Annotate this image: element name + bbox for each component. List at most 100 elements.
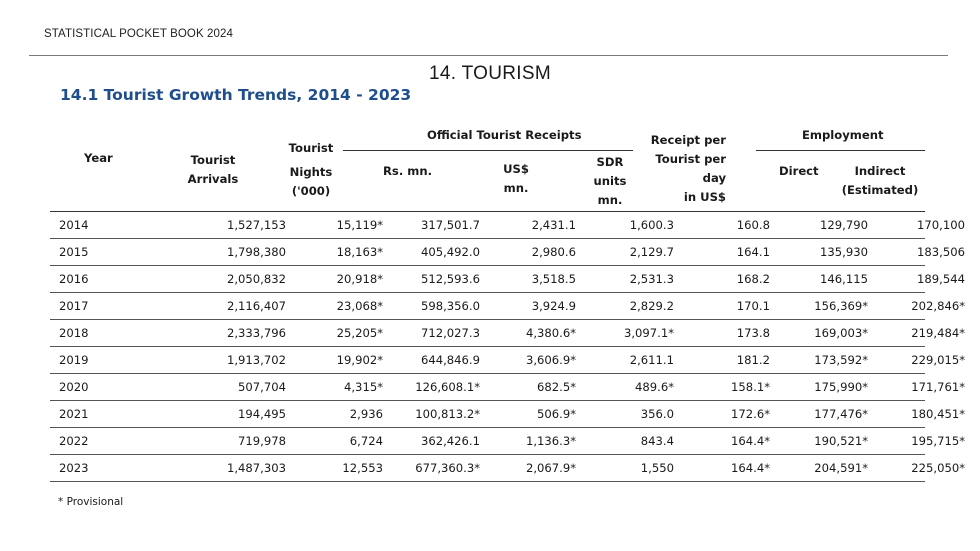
- cell-usd: 4,380.6*: [525, 326, 576, 340]
- col-header-sdr-line1: SDR: [596, 155, 624, 169]
- cell-per-day: 164.1: [736, 245, 770, 259]
- col-header-arrivals-line2: Arrivals: [187, 172, 239, 186]
- table-row: 2018 2,333,796 25,205* 712,027.3 4,380.6* 3,0…: [50, 320, 965, 347]
- cell-year: 2022: [59, 434, 89, 448]
- cell-indirect: 171,761*: [911, 380, 965, 394]
- row-divider: [50, 373, 925, 374]
- cell-rs: 677,360.3*: [415, 461, 480, 475]
- cell-per-day: 158.1*: [731, 380, 770, 394]
- col-header-arrivals: Tourist Arrivals: [186, 151, 240, 189]
- cell-sdr: 489.6*: [635, 380, 674, 394]
- employment-underline: [756, 150, 925, 151]
- row-divider: [50, 265, 925, 266]
- cell-arrivals: 2,116,407: [226, 299, 286, 313]
- cell-rs: 598,356.0: [420, 299, 480, 313]
- cell-per-day: 170.1: [736, 299, 770, 313]
- cell-indirect: 229,015*: [911, 353, 965, 367]
- col-header-receipt-line4: in US$: [683, 190, 726, 204]
- header-bottom-rule: [50, 211, 925, 212]
- cell-direct: 156,369*: [814, 299, 868, 313]
- table-row: 2014 1,527,153 15,119* 317,501.7 2,431.1 1,60…: [50, 212, 965, 239]
- col-header-indirect: Indirect (Estimated): [840, 162, 920, 200]
- row-divider: [50, 400, 925, 401]
- cell-usd: 2,431.1: [531, 218, 576, 232]
- col-header-sdr-line3: mn.: [597, 193, 623, 207]
- col-header-nights-line2: Nights: [289, 165, 333, 179]
- cell-per-day: 164.4*: [731, 434, 770, 448]
- cell-per-day: 173.8: [736, 326, 770, 340]
- row-divider: [50, 481, 925, 482]
- cell-rs: 405,492.0: [420, 245, 480, 259]
- group-header-official-receipts: Official Tourist Receipts: [427, 128, 582, 142]
- cell-usd: 682.5*: [537, 380, 576, 394]
- cell-direct: 146,115: [820, 272, 868, 286]
- cell-rs: 317,501.7: [420, 218, 480, 232]
- cell-indirect: 180,451*: [911, 407, 965, 421]
- col-header-rs: Rs. mn.: [383, 164, 433, 178]
- cell-sdr: 356.0: [640, 407, 674, 421]
- table-row: 2023 1,487,303 12,553 677,360.3* 2,067.9* 1,5…: [50, 455, 965, 482]
- cell-year: 2021: [59, 407, 89, 421]
- section-title: 14.1 Tourist Growth Trends, 2014 - 2023: [60, 86, 412, 104]
- row-divider: [50, 454, 925, 455]
- cell-arrivals: 1,798,380: [226, 245, 286, 259]
- cell-sdr: 2,531.3: [629, 272, 674, 286]
- cell-direct: 190,521*: [814, 434, 868, 448]
- cell-sdr: 2,129.7: [629, 245, 674, 259]
- row-divider: [50, 427, 925, 428]
- table-row: 2019 1,913,702 19,902* 644,846.9 3,606.9* 2,6…: [50, 347, 965, 374]
- table-row: 2022 719,978 6,724 362,426.1 1,136.3* 843.4 16…: [50, 428, 965, 455]
- cell-nights: 18,163*: [336, 245, 383, 259]
- cell-year: 2018: [59, 326, 89, 340]
- cell-indirect: 219,484*: [911, 326, 965, 340]
- cell-arrivals: 507,704: [238, 380, 286, 394]
- cell-sdr: 1,600.3: [629, 218, 674, 232]
- cell-per-day: 160.8: [736, 218, 770, 232]
- col-header-sdr-line2: units: [593, 174, 627, 188]
- cell-sdr: 2,829.2: [629, 299, 674, 313]
- cell-arrivals: 1,487,303: [226, 461, 286, 475]
- table-row: 2015 1,798,380 18,163* 405,492.0 2,980.6 2,12…: [50, 239, 965, 266]
- cell-nights: 15,119*: [336, 218, 383, 232]
- cell-nights: 25,205*: [336, 326, 383, 340]
- cell-arrivals: 194,495: [238, 407, 286, 421]
- cell-nights: 2,936: [349, 407, 383, 421]
- cell-usd: 3,606.9*: [525, 353, 576, 367]
- table-row: 2021 194,495 2,936 100,813.2* 506.9* 356.0 172…: [50, 401, 965, 428]
- col-header-receipt-per-day: Receipt per Tourist per day in US$: [642, 131, 726, 207]
- cell-sdr: 3,097.1*: [623, 326, 674, 340]
- row-divider: [50, 238, 925, 239]
- cell-arrivals: 2,333,796: [226, 326, 286, 340]
- cell-indirect: 202,846*: [911, 299, 965, 313]
- col-header-receipt-line2: Tourist per: [655, 152, 726, 166]
- cell-indirect: 195,715*: [911, 434, 965, 448]
- cell-arrivals: 2,050,832: [226, 272, 286, 286]
- group-header-employment: Employment: [802, 128, 884, 142]
- row-divider: [50, 292, 925, 293]
- footnote: * Provisional: [58, 496, 124, 508]
- cell-sdr: 2,611.1: [629, 353, 674, 367]
- cell-year: 2014: [59, 218, 89, 232]
- col-header-sdr: SDR units mn.: [590, 153, 630, 210]
- cell-rs: 100,813.2*: [415, 407, 480, 421]
- cell-nights: 20,918*: [336, 272, 383, 286]
- cell-usd: 2,067.9*: [525, 461, 576, 475]
- cell-direct: 177,476*: [814, 407, 868, 421]
- col-header-indirect-line1: Indirect: [854, 164, 906, 178]
- cell-sdr: 843.4: [640, 434, 674, 448]
- col-header-nights-line3: ('000): [291, 184, 331, 198]
- cell-indirect: 225,050*: [911, 461, 965, 475]
- cell-rs: 512,593.6: [420, 272, 480, 286]
- cell-year: 2023: [59, 461, 89, 475]
- cell-per-day: 168.2: [736, 272, 770, 286]
- cell-per-day: 164.4*: [731, 461, 770, 475]
- cell-direct: 135,930: [820, 245, 868, 259]
- cell-usd: 2,980.6: [531, 245, 576, 259]
- col-header-nights-line1: Tourist: [288, 141, 334, 155]
- col-header-receipt-line3: day: [702, 171, 726, 185]
- cell-usd: 506.9*: [537, 407, 576, 421]
- cell-year: 2020: [59, 380, 89, 394]
- cell-indirect: 183,506: [917, 245, 965, 259]
- table-row: 2016 2,050,832 20,918* 512,593.6 3,518.5 2,53…: [50, 266, 965, 293]
- col-header-usd-line1: US$: [503, 162, 529, 176]
